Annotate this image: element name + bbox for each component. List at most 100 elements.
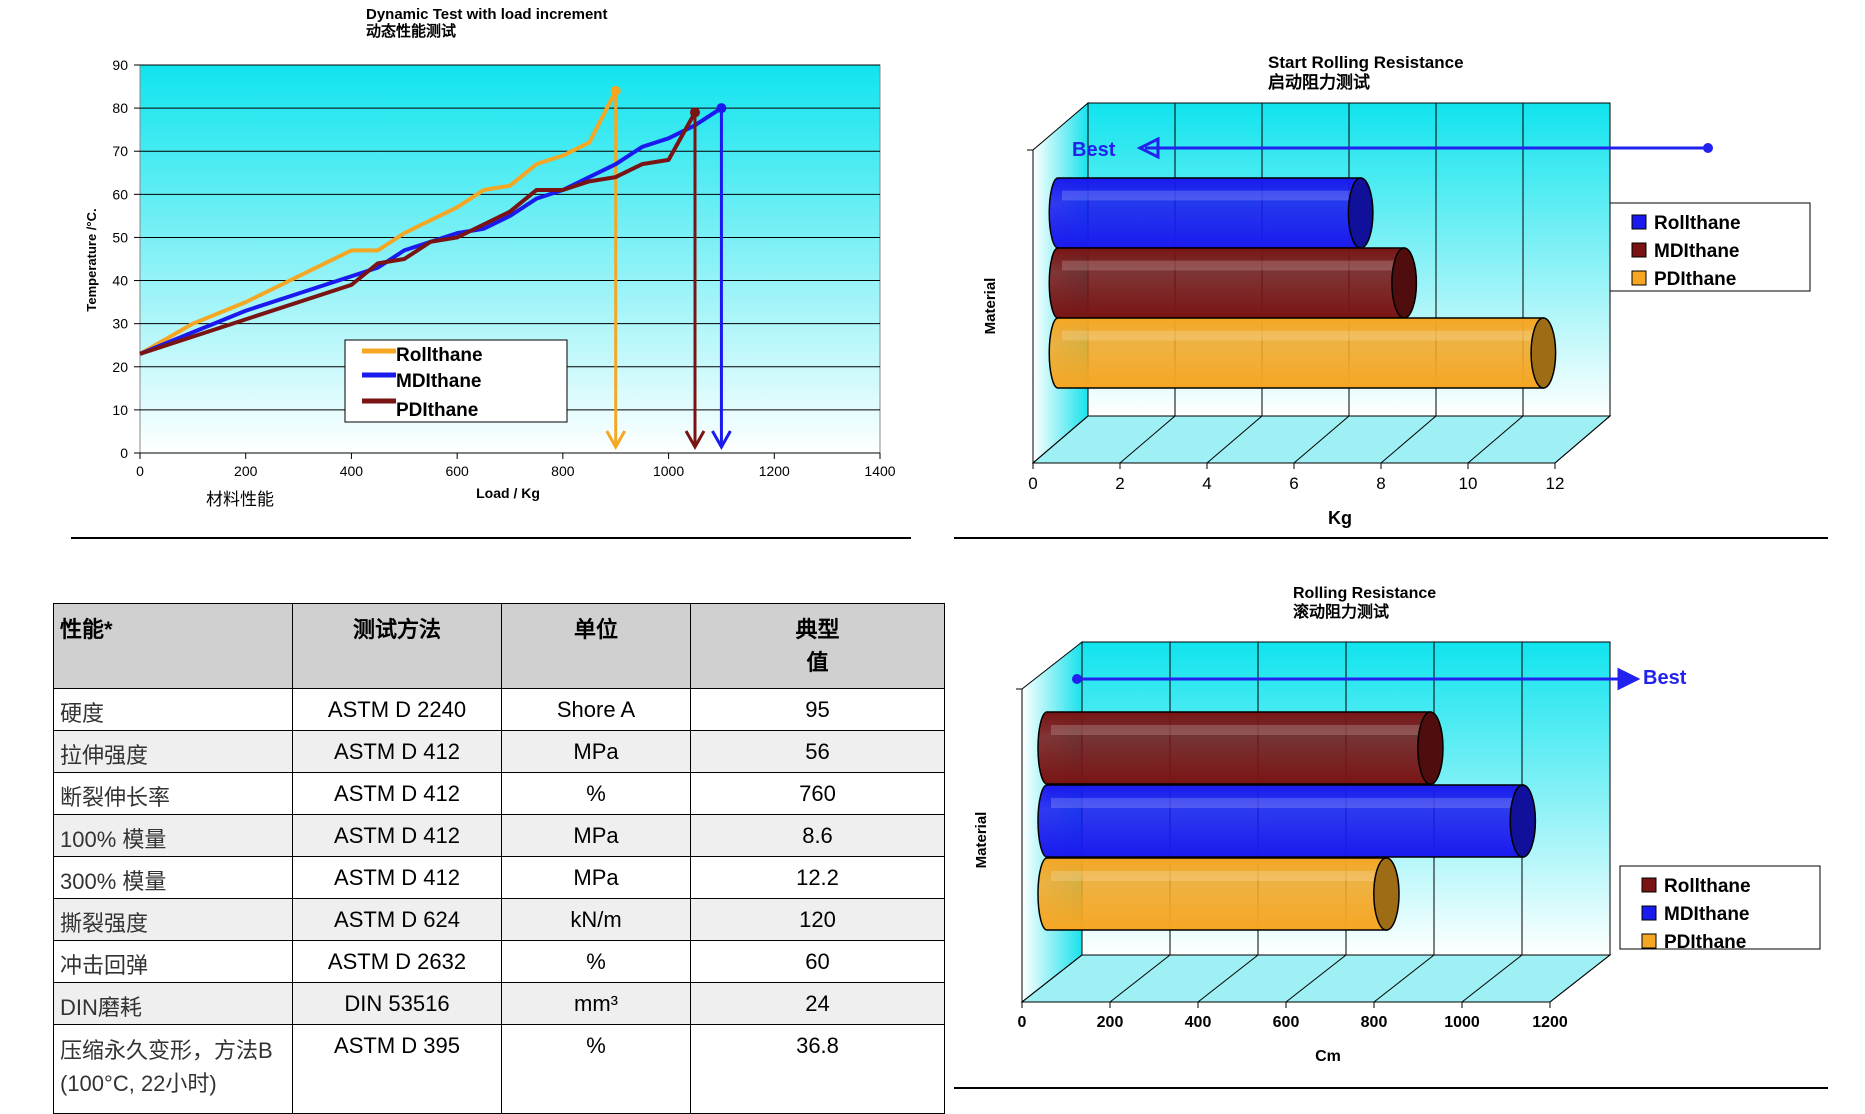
cell-unit: mm³ (501, 982, 691, 1025)
table-row: 300% 模量 ASTM D 412 MPa 12.2 (53, 856, 945, 899)
chart2-best-label: Best (1072, 139, 1116, 161)
legend-label-rollthane: Rollthane (396, 345, 483, 366)
cell-value: 760 (690, 772, 945, 815)
legend-label: Rollthane (1664, 876, 1751, 897)
header-property: 性能* (53, 603, 293, 689)
cell-method: ASTM D 412 (292, 772, 502, 815)
cell-value: 60 (690, 940, 945, 983)
cell-value: 12.2 (690, 856, 945, 899)
cell-property: 100% 模量 (53, 814, 293, 857)
y-tick-label: 0 (120, 445, 128, 461)
legend-label: Rollthane (1654, 213, 1741, 234)
x-tick-label: 600 (445, 463, 469, 479)
legend-label: MDIthane (1654, 241, 1740, 262)
cell-property: 拉伸强度 (53, 730, 293, 773)
x-tick-label: 4 (1202, 474, 1211, 493)
table-header-row: 性能* 测试方法 单位 典型 值 (53, 603, 945, 689)
cell-property: 硬度 (53, 688, 293, 731)
bar-end-cap (1373, 857, 1400, 931)
header-test-method: 测试方法 (292, 603, 502, 689)
cell-method: ASTM D 2632 (292, 940, 502, 983)
cell-value: 24 (690, 982, 945, 1025)
y-tick-label: 10 (112, 402, 128, 418)
bar-highlight (1062, 330, 1540, 341)
bar-mdithane (1037, 784, 1524, 858)
cell-method: ASTM D 412 (292, 730, 502, 773)
cell-unit: Shore A (501, 688, 691, 731)
x-tick-label: 0 (1028, 474, 1037, 493)
cell-method: DIN 53516 (292, 982, 502, 1025)
chart1-caption: 材料性能 (206, 490, 274, 509)
header-unit: 单位 (501, 603, 691, 689)
cell-value: 120 (690, 898, 945, 941)
x-tick-label: 0 (136, 463, 144, 479)
drop-arrow-head (605, 430, 627, 451)
chart1-series (139, 85, 732, 451)
chart1-x-ticks: 0 200 400 600 800 1000 1200 1400 (136, 453, 896, 479)
legend-label-pdithane: PDIthane (396, 400, 478, 421)
best-arrow-tail (1703, 143, 1713, 153)
chart1-y-ticks: 0 10 20 30 40 50 60 70 80 90 (112, 57, 140, 461)
divider-right (954, 537, 1828, 539)
cell-unit: MPa (501, 730, 691, 773)
table-row: 冲击回弹 ASTM D 2632 % 60 (53, 940, 945, 983)
x-tick-label: 6 (1289, 474, 1298, 493)
legend-swatch (1631, 270, 1647, 286)
legend-label-mdithane: MDIthane (396, 371, 482, 392)
cell-value: 36.8 (690, 1024, 945, 1114)
series-line-rollthane (139, 89, 618, 356)
chart2-y-label: Material (982, 278, 999, 335)
cell-value: 56 (690, 730, 945, 773)
cell-unit: % (501, 940, 691, 983)
chart2-title: Start Rolling Resistance (1268, 53, 1464, 72)
rolling-resistance-chart: Rolling Resistance 滚动阻力测试 Best 0 200 400 60… (973, 585, 1821, 1065)
cell-unit: % (501, 1024, 691, 1114)
drop-arrow-head (684, 430, 706, 451)
x-tick-label: 0 (1018, 1014, 1027, 1031)
chart2-legend: Rollthane MDIthane PDIthane (1609, 202, 1811, 292)
best-arrow-head (1136, 136, 1160, 160)
x-tick-label: 800 (551, 463, 575, 479)
table-row: DIN磨耗 DIN 53516 mm³ 24 (53, 982, 945, 1025)
dynamic-test-line-chart: Dynamic Test with load increment 动态性能测试 … (84, 6, 896, 509)
table-row: 撕裂强度 ASTM D 624 kN/m 120 (53, 898, 945, 941)
bar-end-cap (1417, 711, 1444, 785)
x-tick-label: 600 (1273, 1014, 1300, 1031)
x-tick-label: 200 (234, 463, 258, 479)
header-typical-line2: 值 (806, 650, 829, 675)
cell-unit: MPa (501, 814, 691, 857)
x-tick-label: 400 (1185, 1014, 1212, 1031)
cell-property: 断裂伸长率 (53, 772, 293, 815)
legend-swatch (1631, 214, 1647, 230)
x-tick-label: 1000 (1444, 1014, 1480, 1031)
legend-swatch (1641, 877, 1657, 893)
x-tick-label: 1200 (1532, 1014, 1568, 1031)
legend-label: MDIthane (1664, 904, 1750, 925)
x-tick-label: 200 (1097, 1014, 1124, 1031)
header-typical-value: 典型 值 (690, 603, 945, 689)
bar-end-cap-shade (1391, 248, 1417, 318)
bar-rollthane (1048, 177, 1362, 249)
legend-label: PDIthane (1654, 269, 1736, 290)
table-row: 拉伸强度 ASTM D 412 MPa 56 (53, 730, 945, 773)
table-body: 硬度 ASTM D 2240 Shore A 95 拉伸强度 ASTM D 41… (53, 688, 945, 1114)
y-tick-label: 50 (112, 229, 128, 245)
best-arrow-head (1617, 667, 1641, 691)
cell-property: DIN磨耗 (53, 982, 293, 1025)
chart3-best-arrow (1072, 667, 1641, 691)
legend-swatch (1641, 933, 1657, 949)
table-row: 硬度 ASTM D 2240 Shore A 95 (53, 688, 945, 731)
legend-swatch (1641, 905, 1657, 921)
cell-property: 300% 模量 (53, 856, 293, 899)
cell-method: ASTM D 412 (292, 814, 502, 857)
cell-property: 压缩永久变形，方法B (100°C, 22小时) (53, 1024, 293, 1114)
cell-value: 95 (690, 688, 945, 731)
bar-end-cap-shade (1348, 178, 1373, 248)
x-tick-label: 12 (1546, 474, 1565, 493)
x-tick-label: 2 (1115, 474, 1124, 493)
chart3-subtitle: 滚动阻力测试 (1293, 602, 1389, 621)
chart3-bars (1037, 711, 1537, 931)
table-row: 压缩永久变形，方法B (100°C, 22小时) ASTM D 395 % 36… (53, 1024, 945, 1114)
bar-pdithane (1037, 857, 1388, 931)
y-tick-label: 40 (112, 273, 128, 289)
